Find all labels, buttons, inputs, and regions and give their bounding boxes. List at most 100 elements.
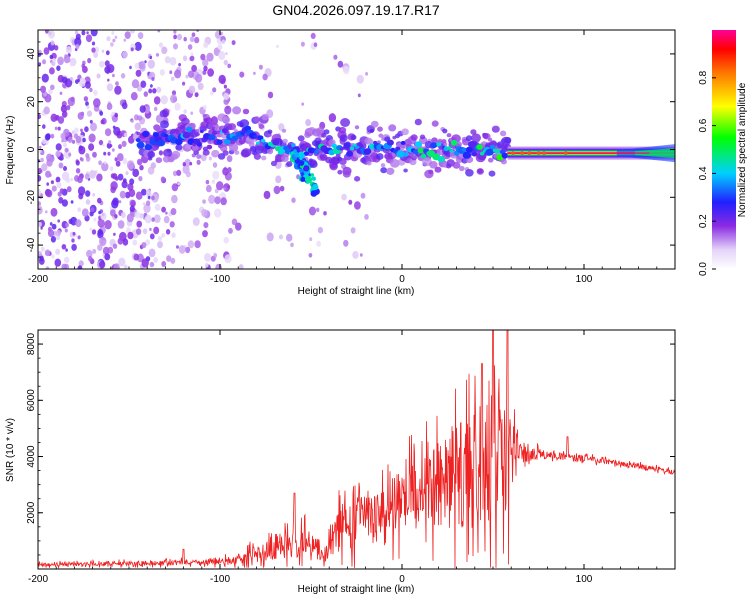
noise-blob [48,88,53,95]
noise-blob [99,260,106,269]
noise-blob [104,161,107,165]
band-halo [431,120,439,127]
noise-blob [203,222,209,229]
band-halo [234,150,240,155]
noise-blob [204,262,209,268]
noise-blob [140,80,147,88]
noise-blob [121,130,125,135]
band-halo [376,153,384,160]
ridge-blob [349,146,355,151]
noise-blob [121,180,128,189]
noise-blob [46,182,49,186]
noise-blob [85,101,89,107]
noise-blob [106,36,111,42]
noise-blob [333,54,338,60]
noise-blob [235,222,242,231]
noise-blob [88,255,93,262]
noise-blob [141,188,147,196]
ridge-blob [256,141,260,145]
band-halo [162,155,171,163]
noise-blob [44,133,51,141]
noise-blob [112,197,119,206]
noise-blob [152,88,157,94]
noise-blob [96,73,101,79]
noise-blob [188,85,196,94]
noise-blob [86,105,90,109]
ridge-blob [354,145,360,150]
noise-blob [189,36,195,43]
noise-blob [72,231,76,236]
band-halo [499,130,507,137]
noise-blob [164,56,171,64]
noise-blob [49,173,52,177]
noise-blob [354,201,361,210]
ridge-blob [303,151,309,156]
noise-blob [183,109,187,114]
noise-blob [169,70,173,75]
ridge-blob [199,129,204,133]
noise-blob [129,65,132,70]
noise-blob [200,153,207,162]
noise-blob [278,123,285,131]
noise-blob [104,253,111,261]
noise-blob [110,209,116,217]
noise-blob [223,59,228,66]
noise-blob [227,63,232,69]
noise-blob [212,87,217,93]
snr-frame [37,329,676,570]
noise-blob [279,185,285,192]
noise-blob [225,52,228,56]
noise-blob [130,92,138,101]
noise-blob [139,105,146,113]
noise-blob [169,221,175,228]
noise-blob [66,186,72,193]
noise-blob [115,160,121,167]
ridge-blob [420,153,427,159]
band-halo [339,134,348,142]
noise-blob [38,62,42,66]
ridge-blob [352,143,357,147]
noise-blob [196,159,201,165]
noise-blob [86,31,89,35]
noise-blob [149,55,153,60]
noise-blob [106,83,114,92]
noise-blob [166,255,172,262]
noise-blob [97,197,102,204]
band-halo [428,169,434,175]
noise-blob [85,153,90,159]
noise-blob [85,34,93,43]
noise-blob [50,207,58,217]
noise-blob [87,57,92,64]
noise-blob [57,126,61,131]
band-halo [377,126,383,132]
noise-blob [308,253,313,258]
noise-blob [126,160,135,170]
tone-bead [527,151,532,155]
band-halo [470,129,477,135]
band-halo [214,125,221,132]
noise-blob [122,157,128,165]
noise-blob [221,39,226,45]
noise-blob [81,208,89,217]
spectrogram-x-tick-label: 100 [576,274,593,285]
noise-blob [223,84,227,89]
ridge-blob [393,149,398,154]
noise-blob [262,73,268,81]
noise-blob [360,192,366,199]
band-halo [419,134,426,140]
band-halo [166,148,172,153]
noise-blob [169,56,177,66]
noise-blob [107,64,115,73]
noise-blob [220,197,227,206]
noise-blob [200,53,206,61]
noise-blob [126,213,134,223]
noise-blob [54,126,58,131]
noise-blob [157,235,162,242]
noise-blob [114,214,118,219]
noise-blob [93,89,98,96]
noise-blob [218,74,226,84]
noise-blob [63,166,67,171]
noise-blob [44,249,51,257]
band-halo [337,169,343,175]
